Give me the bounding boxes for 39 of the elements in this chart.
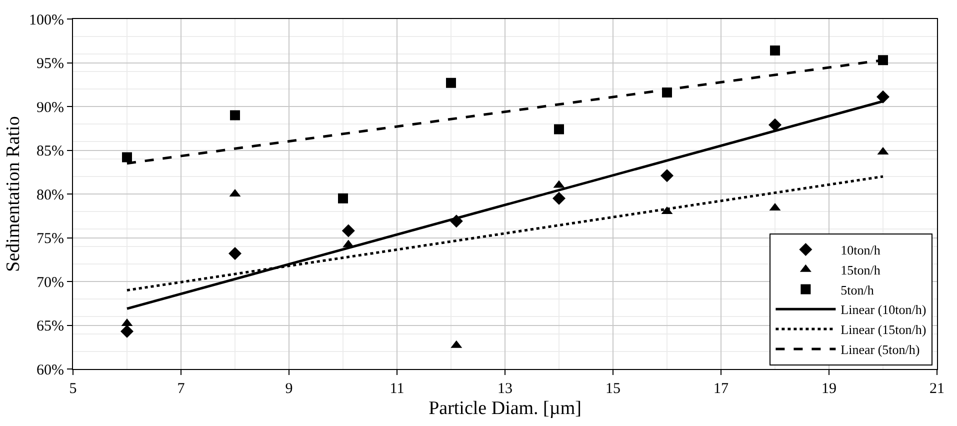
legend-label: Linear (10ton/h) [840,302,926,318]
point [660,169,674,182]
point [770,46,780,56]
x-tick-label: 19 [822,381,836,397]
y-tick-label: 85% [36,144,64,160]
y-tick-label: 100% [29,12,64,28]
y-tick-label: 75% [36,231,64,247]
legend-label: 5ton/h [840,282,874,298]
y-tick-label: 65% [36,318,64,334]
x-tick-label: 7 [177,381,186,397]
point [554,124,564,134]
point [342,224,355,238]
y-tick-label: 90% [36,100,64,116]
x-tick-label: 13 [498,381,512,397]
legend-label: Linear (15ton/h) [840,322,926,338]
point [338,193,348,204]
point [228,247,242,260]
legend-label: Linear (5ton/h) [840,342,920,358]
legend-label: 15ton/h [840,262,881,278]
y-tick-label: 70% [36,274,64,291]
x-tick-label: 9 [285,381,293,397]
y-tick-label: 80% [36,187,64,204]
x-axis-title: Particle Diam. [µm] [428,398,582,419]
point [876,90,890,104]
x-tick-label: 21 [930,381,944,397]
y-tick-label: 60% [36,362,64,378]
x-tick-label: 11 [390,381,404,397]
point [768,118,782,132]
x-tick-label: 15 [606,381,620,397]
y-tick-label: 95% [36,56,64,72]
point [230,110,240,120]
legend-label: 10ton/h [840,242,881,258]
y-axis-title: Sedimentation Ratio [2,116,24,272]
x-tick-label: 5 [69,381,77,397]
point [446,78,456,88]
point [122,152,132,162]
point [552,192,566,205]
x-tick-label: 17 [714,381,729,397]
point [120,324,134,338]
